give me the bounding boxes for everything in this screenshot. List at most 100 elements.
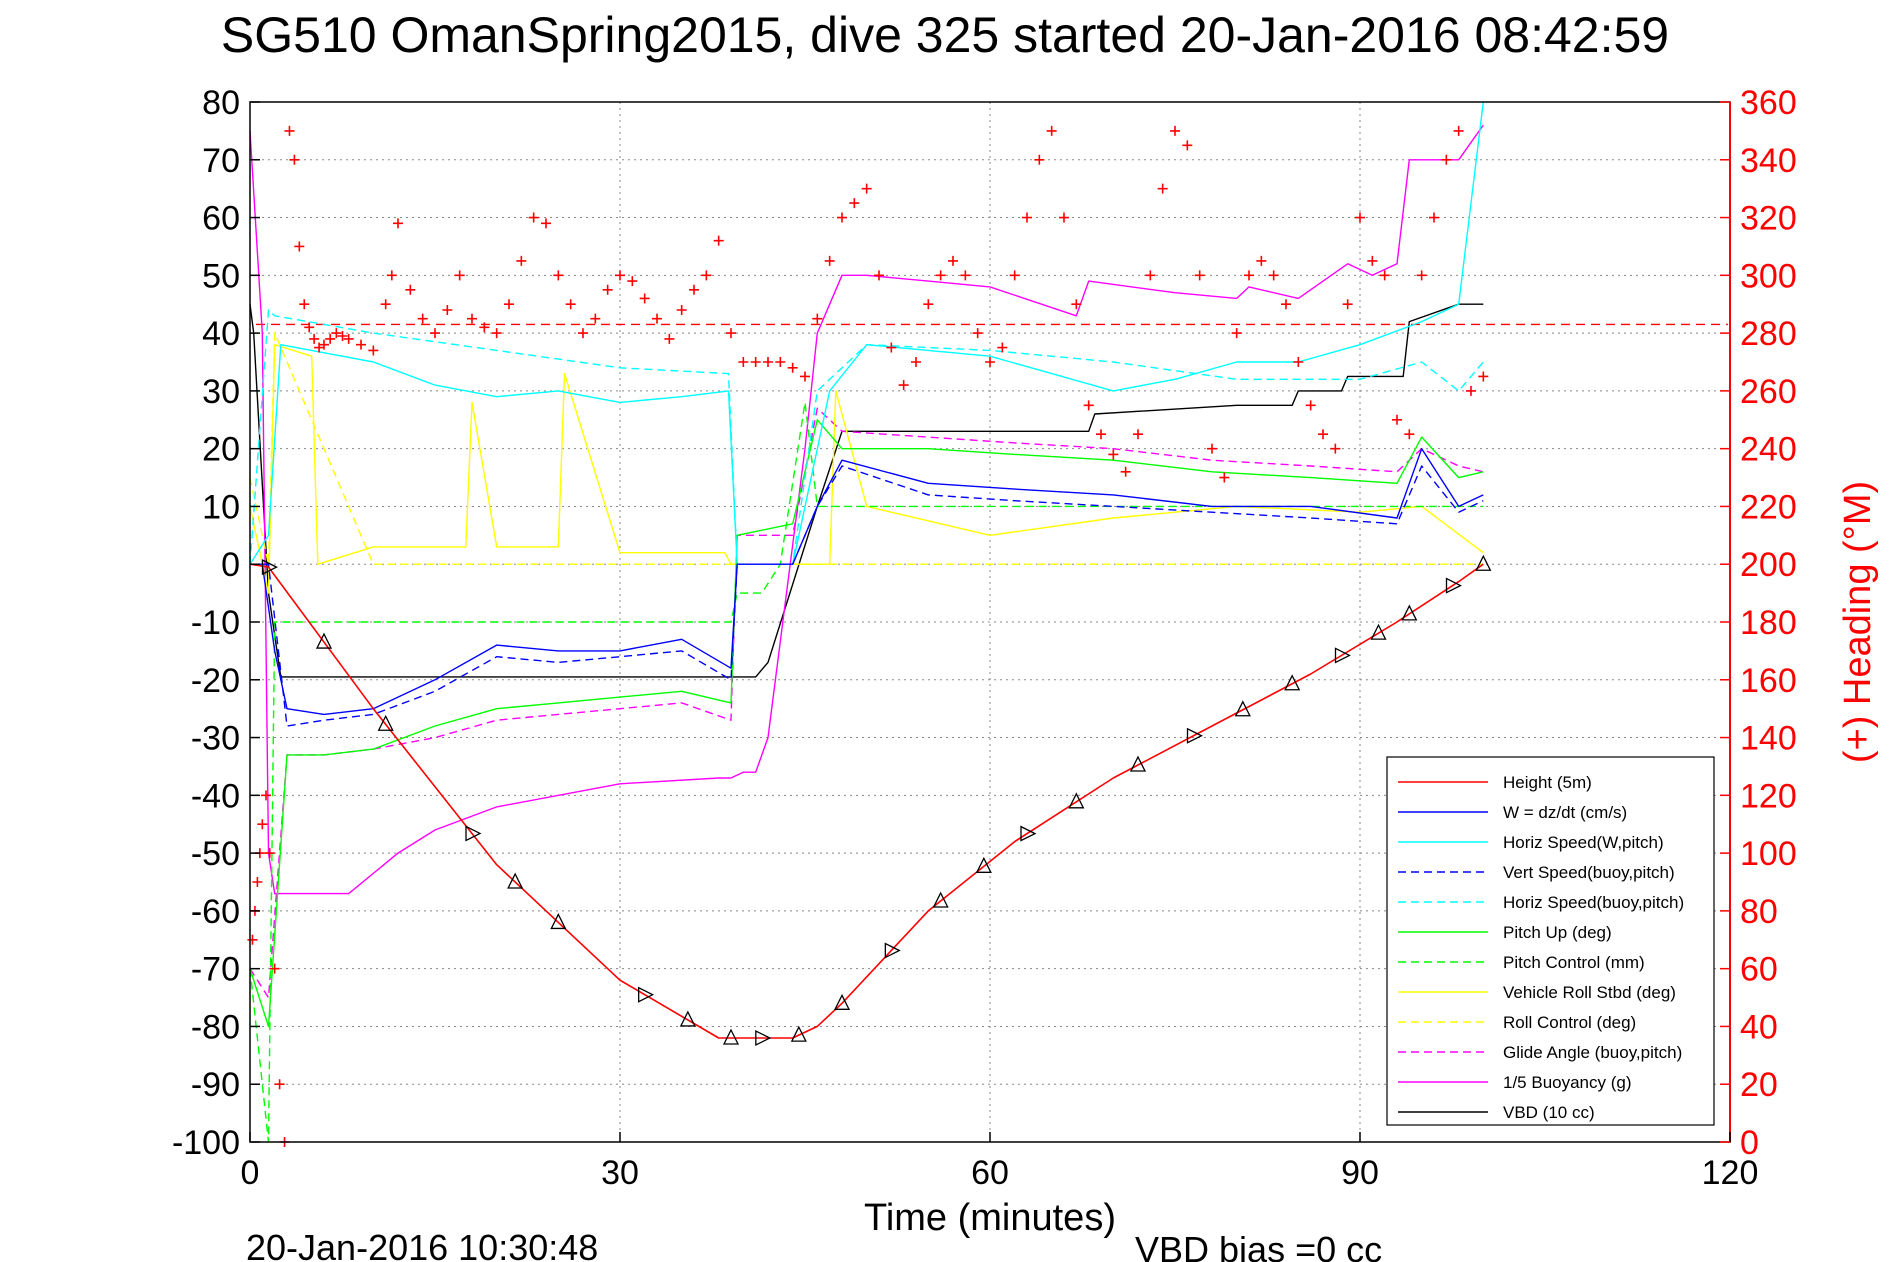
heading-point: [553, 270, 564, 281]
heading-point: [299, 299, 310, 310]
heading-layer: [247, 125, 1489, 1147]
heading-point: [1194, 270, 1205, 281]
heading-point: [602, 284, 613, 295]
heading-point: [1046, 125, 1057, 136]
y-tick-label: 50: [202, 257, 240, 295]
y-tick-label: 30: [202, 373, 240, 411]
legend-box: [1386, 756, 1715, 1126]
heading-point: [1478, 371, 1489, 382]
heading-point: [1404, 429, 1415, 440]
dive-marker: [679, 1010, 696, 1027]
heading-point: [849, 198, 860, 209]
heading-point: [726, 328, 736, 339]
heading-point: [787, 362, 798, 373]
heading-point: [985, 357, 995, 367]
right-tick-label: 100: [1740, 835, 1797, 873]
right-tick-labels: 3603403203002802602402202001801601401201…: [1720, 84, 1797, 1162]
dive-marker: [975, 856, 992, 873]
y-tick-label: -90: [191, 1066, 240, 1104]
series-line-8: [249, 332, 1484, 565]
series-line-5: [249, 419, 1484, 1028]
heading-point: [664, 333, 675, 344]
heading-point: [1453, 125, 1464, 136]
legend-label-0: Height (5m): [1503, 773, 1592, 792]
heading-point: [1034, 154, 1045, 165]
right-tick-label: 0: [1740, 1124, 1759, 1162]
heading-point: [528, 212, 539, 223]
right-tick-label: 240: [1740, 431, 1797, 469]
heading-point: [479, 322, 490, 333]
dive-marker: [722, 1028, 740, 1045]
legend-label-1: W = dz/dt (cm/s): [1503, 803, 1627, 822]
legend-label-5: Pitch Up (deg): [1503, 923, 1612, 942]
heading-point: [1133, 429, 1143, 440]
right-tick-label: 280: [1740, 315, 1797, 353]
heading-point: [565, 299, 576, 310]
heading-point: [812, 313, 823, 324]
heading-point: [689, 284, 699, 295]
legend-label-6: Pitch Control (mm): [1503, 953, 1645, 972]
heading-point: [886, 342, 897, 353]
series-line-1: [250, 448, 1484, 716]
heading-point: [1379, 270, 1390, 281]
heading-point: [1157, 183, 1168, 194]
dive-marker: [884, 942, 901, 959]
dive-marker: [755, 1029, 772, 1047]
heading-point: [304, 322, 315, 333]
footer-vbd-bias: VBD bias =0 cc: [1135, 1229, 1382, 1262]
heading-point: [294, 241, 305, 252]
dive-marker: [638, 986, 655, 1003]
heading-point: [750, 357, 761, 367]
heading-point: [1281, 299, 1291, 310]
heading-point: [960, 270, 971, 281]
footer-timestamp: 20-Jan-2016 10:30:48: [246, 1227, 598, 1262]
heading-point: [380, 299, 391, 310]
heading-point: [1293, 357, 1304, 367]
dive-marker: [1334, 647, 1351, 664]
y-tick-label: -30: [191, 720, 240, 758]
chart-title: SG510 OmanSpring2015, dive 325 started 2…: [221, 7, 1669, 63]
heading-point: [343, 333, 354, 344]
heading-point: [1466, 385, 1476, 396]
legend-label-8: Roll Control (deg): [1503, 1013, 1636, 1032]
heading-point: [331, 328, 342, 339]
heading-point: [935, 270, 946, 281]
heading-point: [269, 963, 280, 974]
heading-point: [1305, 400, 1316, 411]
heading-point: [1330, 443, 1341, 454]
heading-point: [1108, 449, 1119, 460]
heading-point: [1009, 270, 1020, 281]
heading-point: [454, 270, 465, 281]
x-tick-label: 30: [601, 1154, 639, 1192]
y-tick-label: 20: [202, 431, 240, 469]
heading-point: [1342, 299, 1353, 310]
heading-point: [824, 255, 835, 266]
y-tick-labels: 80 70 60 50 40 30 20 10 0 -10 -20 -30 -40 -50 -60 -70 -8…: [172, 84, 260, 1162]
series-line-6: [249, 401, 1484, 1143]
y-tick-label: -50: [191, 835, 240, 873]
heading-point: [911, 357, 921, 367]
dive-marker: [1020, 825, 1037, 842]
right-tick-label: 160: [1740, 662, 1797, 700]
heading-point: [264, 848, 275, 859]
y-tick-label: 40: [202, 315, 240, 353]
heading-point: [516, 255, 527, 266]
heading-point: [1071, 299, 1082, 310]
heading-point: [491, 328, 502, 339]
dive-marker: [1234, 700, 1251, 717]
heading-point: [775, 357, 786, 367]
heading-point: [1219, 472, 1230, 483]
heading-point: [325, 333, 336, 344]
heading-point: [1022, 212, 1032, 223]
series-line-3: [250, 465, 1484, 727]
y-tick-label: -80: [191, 1008, 240, 1046]
right-tick-label: 260: [1740, 373, 1797, 411]
legend-label-4: Horiz Speed(buoy,pitch): [1503, 893, 1684, 912]
x-tick-label: 90: [1341, 1154, 1379, 1192]
x-tick-label: 0: [241, 1154, 260, 1192]
x-tick-label: 60: [971, 1154, 1009, 1192]
legend-label-11: VBD (10 cc): [1503, 1103, 1595, 1122]
heading-point: [356, 339, 366, 350]
heading-point: [948, 255, 958, 266]
heading-point: [1318, 429, 1328, 440]
